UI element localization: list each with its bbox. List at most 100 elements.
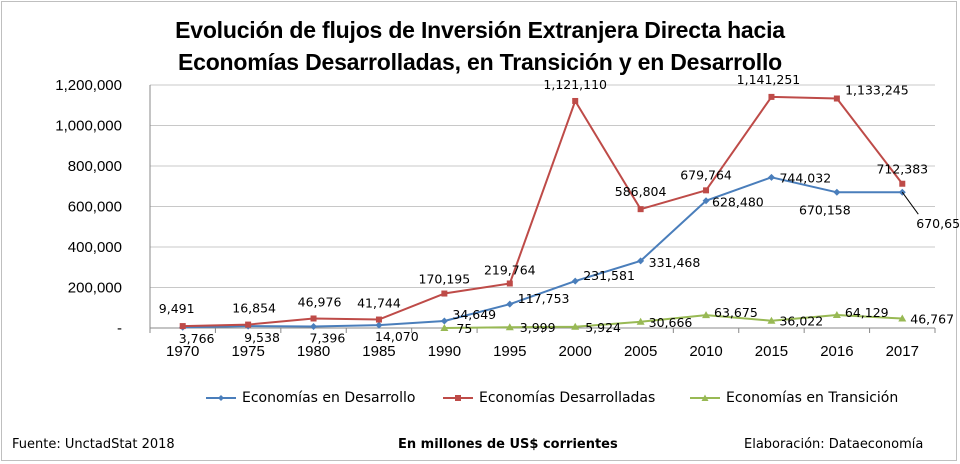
data-point-desarrollo: [375, 321, 383, 329]
data-label-desarrolladas: 16,854: [232, 301, 276, 316]
data-label-desarrolladas: 41,744: [357, 296, 401, 311]
x-tick-label: 1970: [166, 343, 199, 360]
x-tick-label: 2015: [755, 343, 788, 360]
legend-swatch-desarrollo: [206, 395, 236, 401]
data-label-desarrollo: 670,658: [916, 216, 960, 231]
x-tick-label: 2000: [559, 343, 592, 360]
x-tick-label: 2016: [820, 343, 853, 360]
data-point-desarrolladas: [506, 280, 513, 287]
data-point-transicion: [898, 314, 907, 322]
data-point-transicion: [702, 311, 711, 319]
data-label-transicion: 36,022: [779, 314, 823, 329]
y-tick-label: 800,000: [68, 158, 122, 175]
x-tick-label: 1985: [362, 343, 395, 360]
data-label-desarrolladas: 679,764: [680, 167, 732, 182]
data-label-desarrolladas: 586,804: [615, 184, 667, 199]
data-point-desarrolladas: [572, 97, 579, 104]
chart-title: Evolución de flujos de Inversión Extranj…: [0, 14, 960, 78]
chart-title-line-2: Economías Desarrolladas, en Transición y…: [177, 49, 783, 75]
data-point-desarrollo: [637, 257, 645, 265]
legend-label-desarrollo: Economías en Desarrollo: [242, 390, 416, 406]
data-point-desarrollo: [440, 317, 448, 325]
data-label-desarrolladas: 1,121,110: [543, 77, 607, 92]
data-point-desarrollo: [702, 197, 710, 205]
footer-source: Fuente: UnctadStat 2018: [12, 437, 175, 452]
data-point-desarrollo: [571, 277, 579, 285]
data-label-transicion: 46,767: [910, 312, 954, 327]
data-point-desarrolladas: [637, 206, 644, 213]
y-tick-label: 1,200,000: [55, 77, 122, 94]
data-label-transicion: 30,666: [649, 315, 693, 330]
data-point-desarrolladas: [899, 180, 906, 187]
data-point-desarrollo: [767, 173, 775, 181]
data-point-desarrolladas: [179, 323, 186, 330]
data-point-transicion: [505, 323, 514, 331]
data-label-transicion: 5,924: [585, 320, 621, 335]
data-label-desarrolladas: 1,133,245: [845, 83, 909, 98]
data-label-desarrolladas: 9,491: [159, 301, 195, 316]
data-point-desarrollo: [833, 188, 841, 196]
data-label-desarrolladas: 219,764: [484, 262, 536, 277]
data-label-transicion: 63,675: [714, 305, 758, 320]
leader-line: [901, 191, 919, 215]
data-label-desarrollo: 628,480: [712, 195, 764, 210]
chart-title-line-1: Evolución de flujos de Inversión Extranj…: [175, 17, 785, 43]
data-point-desarrolladas: [310, 315, 317, 322]
data-point-desarrolladas: [441, 290, 448, 297]
y-tick-label: -: [117, 320, 122, 337]
data-label-desarrolladas: 712,383: [876, 162, 928, 177]
x-tick-label: 2005: [624, 343, 657, 360]
x-tick-label: 1980: [297, 343, 330, 360]
x-tick-label: 1995: [493, 343, 526, 360]
data-label-desarrollo: 331,468: [649, 255, 701, 270]
data-point-desarrolladas: [703, 187, 710, 194]
data-label-transicion: 64,129: [845, 305, 889, 320]
data-label-desarrollo: 3,766: [179, 331, 215, 346]
data-label-desarrollo: 231,581: [583, 268, 635, 283]
legend-item-transicion: Economías en Transición: [690, 390, 898, 406]
data-label-desarrollo: 744,032: [779, 170, 831, 185]
x-tick-label: 2010: [689, 343, 722, 360]
data-point-transicion: [832, 311, 841, 319]
data-point-desarrollo: [506, 300, 514, 308]
legend: Economías en Desarrollo Economías Desarr…: [0, 390, 960, 410]
data-point-desarrolladas: [768, 93, 775, 100]
data-label-desarrollo: 670,158: [799, 202, 851, 217]
legend-label-desarrolladas: Economías Desarrolladas: [479, 390, 656, 406]
legend-item-desarrollo: Economías en Desarrollo: [206, 390, 415, 406]
series-line-desarrollo: [182, 176, 903, 329]
data-label-desarrollo: 34,649: [452, 307, 496, 322]
y-tick-label: 1,000,000: [55, 118, 122, 135]
x-tick-label: 1975: [231, 343, 264, 360]
footer-units: En millones de US$ corrientes: [398, 437, 618, 452]
series-line-desarrolladas: [182, 95, 904, 328]
x-tick-label: 2017: [886, 343, 919, 360]
legend-swatch-transicion: [690, 394, 720, 401]
data-point-transicion: [767, 316, 776, 324]
data-point-desarrolladas: [375, 316, 382, 323]
footer-credit: Elaboración: Dataeconomía: [744, 437, 924, 452]
legend-label-transicion: Economías en Transición: [726, 390, 899, 406]
data-label-transicion: 75: [456, 321, 472, 336]
y-tick-label: 200,000: [68, 280, 122, 297]
data-label-desarrollo: 7,396: [310, 331, 346, 346]
data-label-desarrolladas: 170,195: [419, 272, 471, 287]
legend-swatch-desarrolladas: [443, 395, 473, 401]
data-label-desarrolladas: 46,976: [298, 294, 342, 309]
data-point-desarrolladas: [245, 321, 252, 328]
data-point-desarrolladas: [833, 95, 840, 102]
data-label-desarrollo: 117,753: [518, 291, 570, 306]
data-point-transicion: [636, 317, 645, 325]
y-tick-label: 600,000: [68, 199, 122, 216]
data-label-desarrolladas: 1,141,251: [737, 72, 801, 87]
data-point-desarrollo: [310, 323, 318, 331]
legend-item-desarrolladas: Economías Desarrolladas: [443, 390, 655, 406]
x-tick-label: 1990: [428, 343, 461, 360]
data-point-transicion: [440, 323, 449, 331]
y-tick-label: 400,000: [68, 239, 122, 256]
data-point-transicion: [571, 322, 580, 330]
data-label-transicion: 3,999: [520, 320, 556, 335]
data-label-desarrollo: 14,070: [375, 329, 419, 344]
data-label-desarrollo: 9,538: [244, 330, 280, 345]
